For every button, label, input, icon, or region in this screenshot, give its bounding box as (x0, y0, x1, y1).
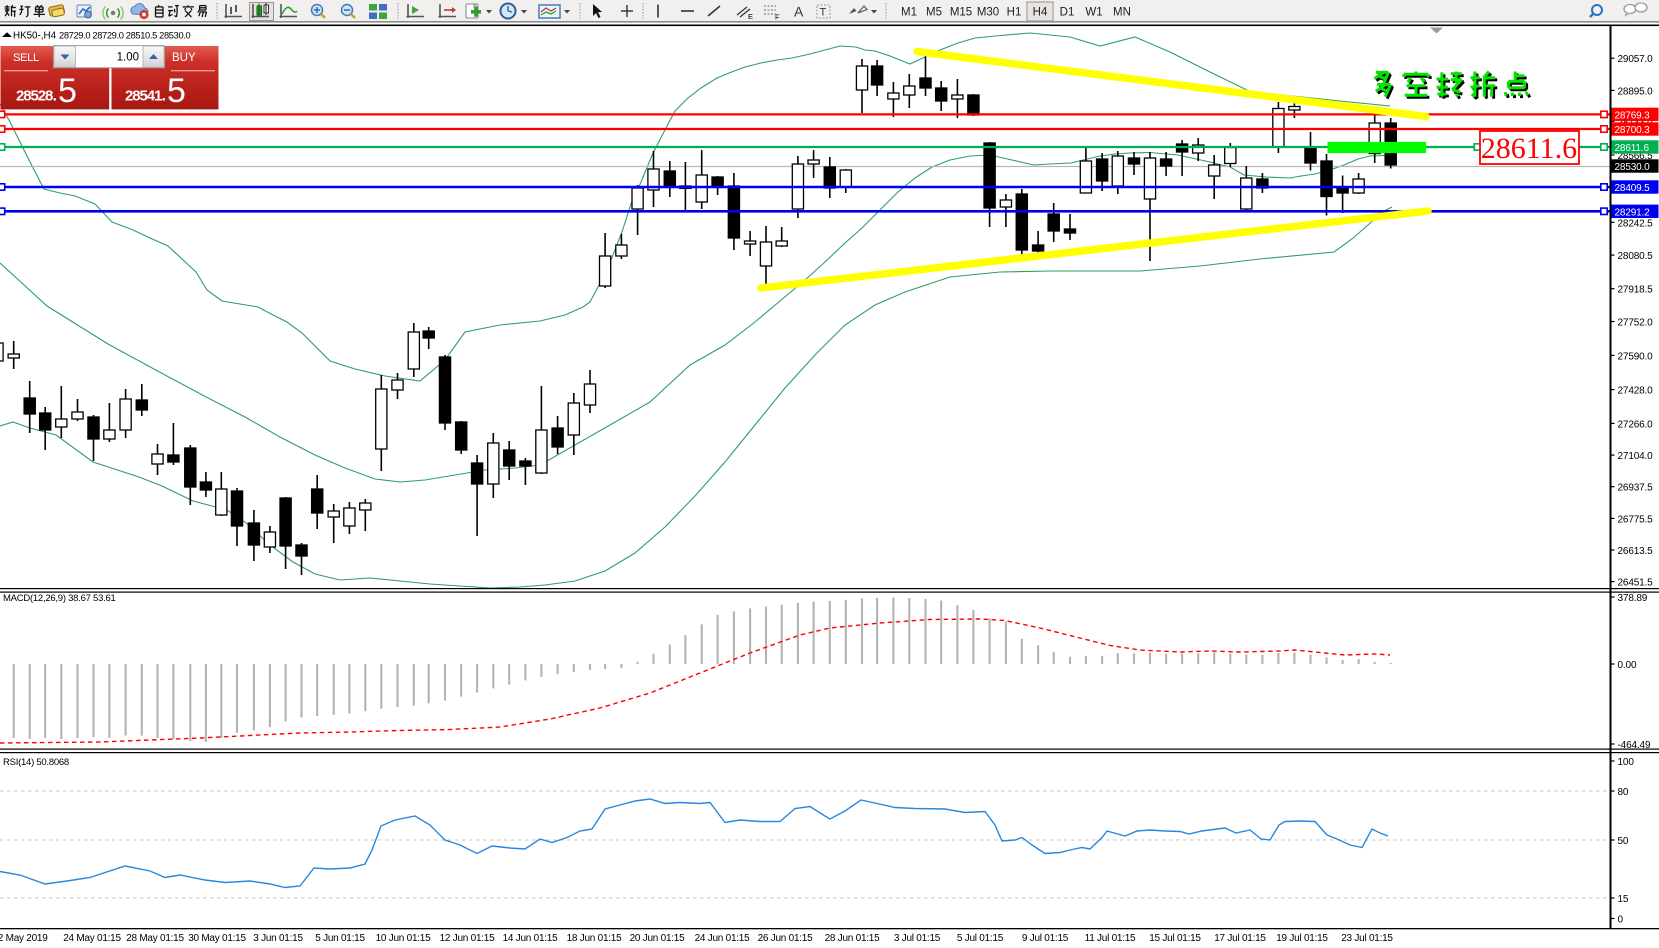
svg-text:15: 15 (1618, 894, 1629, 905)
svg-text:5 Jun 01:15: 5 Jun 01:15 (315, 933, 365, 944)
svg-text:W1: W1 (1085, 7, 1102, 19)
svg-text:29057.0: 29057.0 (1618, 54, 1654, 65)
svg-text:28530.0: 28530.0 (1615, 162, 1651, 173)
svg-text:26 Jun 01:15: 26 Jun 01:15 (758, 933, 814, 944)
svg-text:378.89: 378.89 (1618, 593, 1648, 604)
svg-text:50: 50 (1618, 836, 1629, 847)
svg-text:28 Jun 01:15: 28 Jun 01:15 (825, 933, 881, 944)
svg-text:SELL: SELL (13, 52, 39, 64)
svg-text:E: E (748, 12, 753, 21)
svg-text:11 Jul 01:15: 11 Jul 01:15 (1085, 933, 1136, 944)
svg-text:28611.6: 28611.6 (1481, 132, 1577, 165)
svg-text:HK50-,H4: HK50-,H4 (13, 31, 57, 42)
svg-text:26937.5: 26937.5 (1618, 483, 1654, 494)
svg-text:27590.0: 27590.0 (1618, 351, 1654, 362)
svg-text:28769.3: 28769.3 (1615, 110, 1651, 121)
svg-text:3 Jun 01:15: 3 Jun 01:15 (253, 933, 303, 944)
svg-text:.: . (162, 88, 166, 105)
svg-text:28541: 28541 (125, 88, 162, 105)
svg-text:M1: M1 (901, 7, 917, 19)
svg-text:28409.5: 28409.5 (1615, 183, 1651, 194)
svg-text:28528: 28528 (16, 88, 53, 105)
svg-text:A: A (794, 4, 804, 20)
svg-text:24 May 01:15: 24 May 01:15 (63, 933, 121, 944)
svg-text:27428.0: 27428.0 (1618, 386, 1654, 397)
svg-text:MACD(12,26,9) 38.67 53.61: MACD(12,26,9) 38.67 53.61 (3, 593, 116, 604)
svg-text:14 Jun 01:15: 14 Jun 01:15 (503, 933, 559, 944)
svg-text:12 Jun 01:15: 12 Jun 01:15 (440, 933, 496, 944)
svg-text:27266.0: 27266.0 (1618, 419, 1654, 430)
svg-text:0: 0 (1618, 915, 1624, 926)
svg-text:17 Jul 01:15: 17 Jul 01:15 (1214, 933, 1266, 944)
svg-text:M15: M15 (950, 7, 972, 19)
svg-text:26451.5: 26451.5 (1618, 578, 1654, 589)
svg-text:80: 80 (1618, 787, 1629, 798)
svg-text:BUY: BUY (172, 52, 196, 64)
svg-text:22 May 2019: 22 May 2019 (0, 933, 48, 944)
svg-text:100: 100 (1618, 757, 1635, 768)
svg-text:-464.49: -464.49 (1618, 740, 1651, 751)
svg-text:H4: H4 (1033, 7, 1048, 19)
svg-text:27918.5: 27918.5 (1618, 285, 1654, 296)
svg-text:T: T (820, 7, 827, 19)
svg-text:D1: D1 (1060, 7, 1075, 19)
svg-text:10 Jun 01:15: 10 Jun 01:15 (376, 933, 432, 944)
svg-text:.: . (53, 88, 57, 105)
svg-text:5: 5 (58, 72, 77, 110)
svg-text:MN: MN (1113, 7, 1131, 19)
svg-text:26613.5: 26613.5 (1618, 546, 1654, 557)
svg-text:M5: M5 (926, 7, 942, 19)
svg-text:27104.0: 27104.0 (1618, 451, 1654, 462)
svg-text:28291.2: 28291.2 (1615, 207, 1651, 218)
svg-text:5 Jul 01:15: 5 Jul 01:15 (957, 933, 1004, 944)
svg-text:30 May 01:15: 30 May 01:15 (188, 933, 246, 944)
svg-text:28566.5: 28566.5 (1618, 151, 1654, 162)
svg-text:F: F (775, 13, 780, 22)
svg-text:27752.0: 27752.0 (1618, 318, 1654, 329)
svg-text:28242.5: 28242.5 (1618, 218, 1654, 229)
svg-text:RSI(14) 50.8068: RSI(14) 50.8068 (3, 757, 69, 768)
svg-text:5: 5 (167, 72, 186, 110)
svg-text:18 Jun 01:15: 18 Jun 01:15 (567, 933, 623, 944)
svg-text:28080.5: 28080.5 (1618, 251, 1654, 262)
svg-text:1.00: 1.00 (117, 52, 139, 64)
svg-text:M30: M30 (977, 7, 999, 19)
svg-text:H1: H1 (1007, 7, 1022, 19)
svg-text:3 Jul 01:15: 3 Jul 01:15 (894, 933, 941, 944)
svg-text:28895.0: 28895.0 (1618, 86, 1654, 97)
svg-text:28 May 01:15: 28 May 01:15 (126, 933, 184, 944)
svg-text:24 Jun 01:15: 24 Jun 01:15 (695, 933, 751, 944)
svg-text:28700.3: 28700.3 (1615, 125, 1651, 136)
svg-text:0.00: 0.00 (1618, 660, 1637, 671)
svg-text:28611.6: 28611.6 (1615, 143, 1650, 154)
svg-text:26775.5: 26775.5 (1618, 514, 1654, 525)
svg-text:20 Jun 01:15: 20 Jun 01:15 (630, 933, 686, 944)
svg-text:9 Jul 01:15: 9 Jul 01:15 (1022, 933, 1069, 944)
svg-text:23 Jul 01:15: 23 Jul 01:15 (1341, 933, 1393, 944)
svg-text:15 Jul 01:15: 15 Jul 01:15 (1149, 933, 1201, 944)
svg-text:28729.0 28729.0 28510.5 28530.: 28729.0 28729.0 28510.5 28530.0 (59, 31, 191, 41)
svg-text:19 Jul 01:15: 19 Jul 01:15 (1276, 933, 1328, 944)
